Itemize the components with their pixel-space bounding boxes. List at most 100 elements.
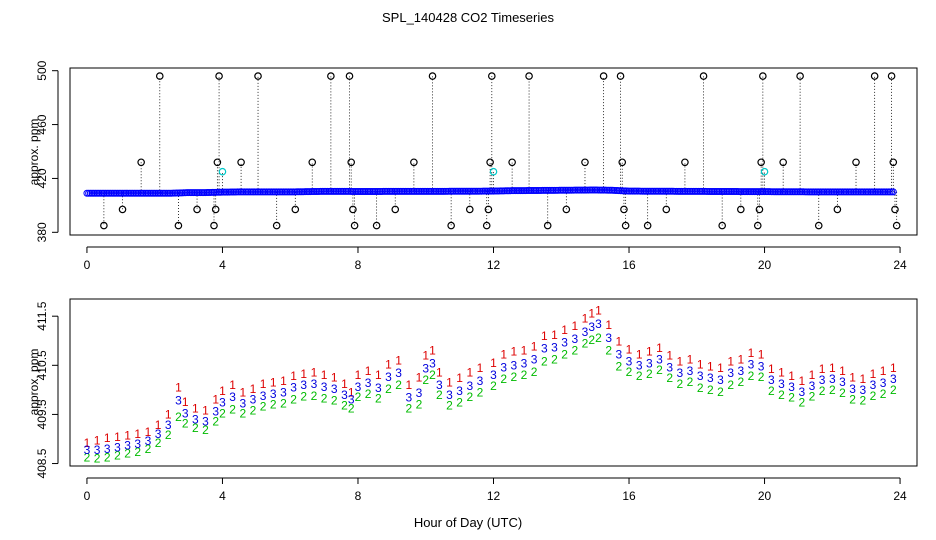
series-2-point: 2: [551, 352, 558, 366]
series-3-point: 3: [114, 440, 121, 454]
series-1-point: 1: [676, 354, 683, 368]
series-3-point: 3: [446, 388, 453, 402]
series-1-point: 1: [595, 303, 602, 317]
series-2-point: 2: [175, 410, 182, 424]
series-1-point: 1: [582, 312, 589, 326]
series-2-point: 2: [571, 344, 578, 358]
series-3-point: 3: [416, 386, 423, 400]
outlier-point: [254, 72, 262, 80]
series-2-point: 2: [870, 389, 877, 403]
series-3-point: 3: [541, 342, 548, 356]
outlier-point: [213, 158, 222, 167]
x-tick-label: 0: [84, 489, 91, 503]
series-1-point: 1: [697, 357, 704, 371]
series-1-point: 1: [300, 367, 307, 381]
series-2-point: 2: [788, 391, 795, 405]
series-2-point: 2: [270, 398, 277, 412]
series-3-point: 3: [84, 443, 91, 457]
series-3-point: 3: [656, 352, 663, 366]
series-3-point: 3: [341, 388, 348, 402]
series-1-point: 1: [446, 376, 453, 390]
series-3-point: 3: [595, 317, 602, 331]
series-1-point: 1: [145, 425, 152, 439]
series-2-point: 2: [429, 368, 436, 382]
series-2-point: 2: [321, 392, 328, 406]
series-2-point: 2: [839, 386, 846, 400]
series-2-point: 2: [748, 369, 755, 383]
outlier-point: [218, 167, 227, 176]
series-2-point: 2: [531, 365, 538, 379]
series-2-point: 2: [219, 406, 226, 420]
x-axis-title: Hour of Day (UTC): [414, 515, 522, 530]
series-3-point: 3: [229, 390, 236, 404]
series-3-point: 3: [626, 354, 633, 368]
outlier-point: [327, 72, 335, 80]
series-3-point: 3: [616, 348, 623, 362]
outlier-point: [852, 158, 860, 167]
series-1-point: 1: [500, 348, 507, 362]
series-3-point: 3: [175, 394, 182, 408]
series-2-point: 2: [155, 436, 162, 450]
series-1-point: 1: [687, 352, 694, 366]
series-1-point: 1: [717, 361, 724, 375]
series-1-point: 1: [636, 348, 643, 362]
x-tick-label: 8: [355, 489, 362, 503]
series-2-point: 2: [510, 370, 517, 384]
outlier-point: [210, 221, 218, 230]
x-tick-label: 12: [487, 489, 501, 503]
series-1-point: 1: [429, 344, 436, 358]
series-3-point: 3: [687, 364, 694, 378]
x-tick-label: 24: [893, 258, 907, 272]
series-3-point: 3: [676, 366, 683, 380]
series-1-point: 1: [788, 369, 795, 383]
series-1-point: 1: [416, 371, 423, 385]
series-3-point: 3: [521, 356, 528, 370]
series-3-point: 3: [155, 427, 162, 441]
series-1-point: 1: [341, 377, 348, 391]
series-1-point: 1: [202, 403, 209, 417]
series-3-point: 3: [145, 434, 152, 448]
series-2-point: 2: [477, 385, 484, 399]
series-3-point: 3: [531, 352, 538, 366]
outlier-point: [372, 221, 381, 230]
x-tick-label: 4: [219, 258, 226, 272]
series-2-point: 2: [365, 387, 372, 401]
upper-baseline-points: [83, 186, 897, 197]
series-3-point: 3: [666, 360, 673, 374]
series-2-point: 2: [768, 384, 775, 398]
series-2-point: 2: [595, 331, 602, 345]
outlier-point: [581, 158, 589, 167]
series-3-point: 3: [839, 375, 846, 389]
outlier-point: [833, 205, 842, 214]
series-2-point: 2: [490, 379, 497, 393]
series-3-point: 3: [500, 360, 507, 374]
series-1-point: 1: [561, 323, 568, 337]
series-3-point: 3: [890, 372, 897, 386]
series-3-point: 3: [355, 380, 362, 394]
series-2-point: 2: [355, 390, 362, 404]
series-3-point: 3: [290, 380, 297, 394]
outlier-point: [889, 158, 898, 167]
upper-outlier-points: [100, 72, 901, 230]
series-1-point: 1: [229, 378, 236, 392]
baseline-point: [889, 188, 897, 196]
series-2-point: 2: [446, 399, 453, 413]
series-2-point: 2: [521, 368, 528, 382]
y-tick-label: 411.5: [35, 301, 49, 330]
series-2-point: 2: [616, 359, 623, 373]
series-1-point: 1: [219, 384, 226, 398]
series-2-point: 2: [890, 383, 897, 397]
x-tick-label: 20: [758, 258, 772, 272]
series-1-point: 1: [348, 385, 355, 399]
outlier-point: [482, 221, 491, 230]
series-3-point: 3: [727, 366, 734, 380]
series-2-point: 2: [331, 394, 338, 408]
series-1-point: 1: [155, 418, 162, 432]
series-1-point: 1: [626, 343, 633, 357]
series-1-point: 1: [395, 353, 402, 367]
series-1-point: 1: [192, 402, 199, 416]
series-1-point: 1: [165, 407, 172, 421]
